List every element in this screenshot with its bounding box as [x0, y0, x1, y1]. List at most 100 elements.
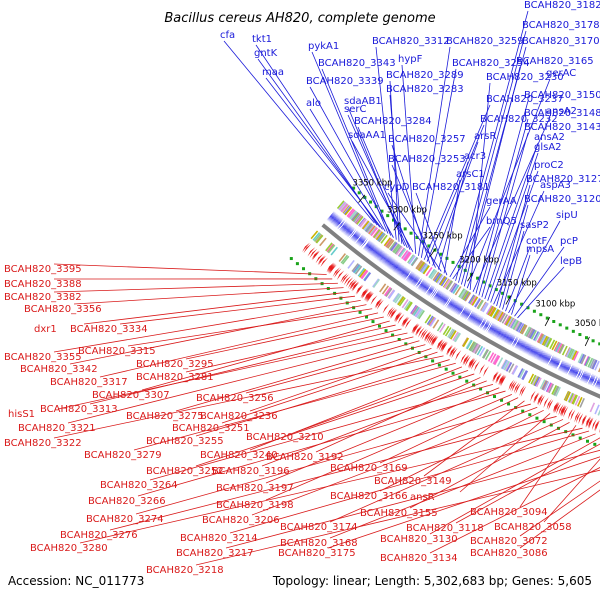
gene-label-minus: BCAH820_3313 [40, 404, 118, 415]
cog-plus-feature [504, 315, 511, 326]
cog-minus-feature [476, 345, 484, 356]
kbp-tick-label: 3350 kbp [352, 179, 392, 189]
gene-label-minus: BCAH820_3342 [20, 364, 98, 375]
cog-minus-feature [450, 330, 457, 340]
cog-plus-feature [407, 254, 415, 264]
gc-dot-inner [501, 291, 505, 295]
cog-plus-feature [449, 282, 457, 293]
plus-strand-feature [522, 341, 529, 353]
minus-strand-feature [411, 323, 418, 334]
plus-strand-feature [578, 369, 584, 381]
cog-minus-feature [568, 393, 575, 403]
gene-label-minus: BCAH820_3321 [18, 423, 96, 434]
plus-strand-feature [393, 262, 401, 273]
cog-plus-feature [422, 264, 430, 274]
minus-strand-feature [561, 405, 567, 417]
cog-plus-feature [588, 358, 595, 369]
kbp-tick-mark [505, 295, 512, 305]
cog-plus-feature [373, 229, 381, 239]
plus-strand-feature [549, 355, 555, 367]
leader-line-minus [141, 320, 390, 391]
gene-label-plus: BCAH820_3165 [516, 56, 594, 67]
cog-minus-feature [401, 299, 409, 309]
gene-label-plus: sipU [556, 210, 578, 221]
gc-dot-inner [488, 284, 492, 288]
plus-strand-feature [453, 302, 461, 313]
plus-strand-feature [565, 363, 571, 375]
leader-line-plus [351, 140, 414, 253]
plus-strand-feature [457, 304, 464, 316]
leader-line-minus [229, 430, 590, 534]
cog-plus-feature [527, 328, 535, 339]
cog-plus-feature [352, 213, 361, 223]
plus-strand-feature [534, 348, 541, 359]
plus-strand-feature [476, 316, 483, 327]
plus-strand-feature [443, 296, 450, 307]
cog-plus-feature [540, 334, 547, 345]
leader-line-minus [543, 458, 600, 523]
plus-strand-feature [495, 327, 502, 338]
leader-line-minus [53, 300, 361, 353]
cog-plus-feature [389, 241, 397, 251]
leader-line-minus [429, 467, 600, 554]
gc-dot-outer [521, 409, 525, 413]
plus-strand-feature [564, 363, 570, 374]
plus-strand-feature [377, 250, 385, 261]
plus-strand-feature [426, 285, 433, 296]
cog-plus-feature [488, 306, 496, 317]
plus-strand-feature [583, 371, 589, 383]
plus-strand-feature [505, 332, 512, 344]
leader-line-plus [463, 66, 521, 287]
cog-plus-feature [521, 324, 528, 335]
plus-strand-feature [450, 300, 457, 311]
minus-strand-feature [451, 347, 458, 359]
cog-plus-feature [591, 359, 597, 370]
cog-minus-feature [469, 341, 476, 352]
cog-plus-feature [343, 205, 351, 215]
minus-strand-feature [563, 406, 569, 418]
plus-strand-feature [541, 351, 547, 363]
plus-strand-feature [434, 290, 441, 301]
gc-dot-outer [391, 333, 395, 337]
plus-strand-feature [576, 368, 582, 380]
cog-minus-feature [541, 380, 548, 390]
plus-strand-feature [410, 274, 418, 285]
plus-strand-feature [554, 357, 560, 369]
cog-plus-feature [558, 344, 565, 354]
cog-minus-feature [542, 380, 549, 391]
cog-minus-feature [597, 409, 600, 416]
plus-strand-feature [331, 215, 340, 225]
cog-minus-feature [410, 304, 418, 315]
cog-minus-feature [552, 385, 559, 396]
cog-plus-feature [503, 315, 511, 325]
plus-strand-feature [439, 293, 446, 304]
plus-strand-feature [491, 325, 498, 336]
cog-plus-feature [418, 261, 426, 272]
cog-plus-feature [351, 212, 360, 222]
plus-strand-feature [454, 303, 462, 314]
cog-minus-feature [533, 376, 540, 386]
plus-strand-feature [527, 344, 534, 356]
gene-label-minus: BCAH820_3210 [246, 432, 324, 443]
plus-strand-feature [408, 273, 416, 284]
plus-strand-feature [408, 272, 416, 283]
cog-plus-feature [340, 203, 348, 212]
plus-strand-feature [503, 331, 510, 343]
gene-label-plus: BCAH820_3170 [522, 36, 600, 47]
leader-line-plus [321, 68, 392, 236]
cog-minus-feature [452, 331, 459, 341]
cog-plus-feature [534, 331, 541, 342]
gene-label-plus: BCAH820_3178 [522, 20, 600, 31]
plus-strand-feature [420, 280, 427, 291]
gc-dot-inner [363, 195, 367, 199]
plus-strand-feature [597, 383, 600, 389]
gene-label-plus: hypF [398, 54, 423, 65]
plus-strand-feature [350, 230, 359, 240]
plus-strand-feature [468, 311, 475, 322]
cog-minus-feature [503, 360, 510, 371]
cog-minus-feature [502, 360, 509, 370]
plus-strand-feature [536, 349, 543, 360]
plus-strand-feature [403, 269, 411, 280]
plus-strand-feature [409, 273, 417, 284]
